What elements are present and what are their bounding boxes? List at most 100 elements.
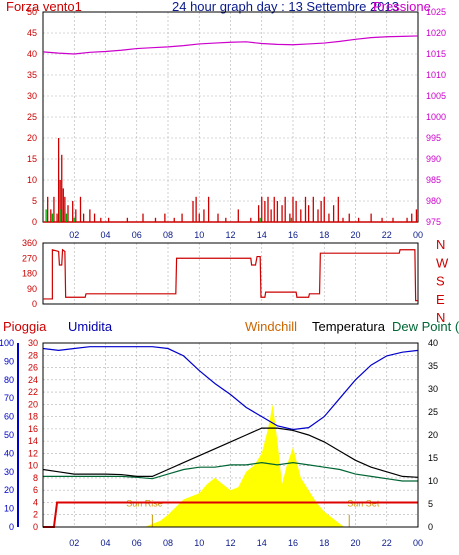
temperature-tick-label: 40 <box>428 338 438 348</box>
compass-label: N <box>436 237 445 252</box>
wind-tick-label: 45 <box>27 28 37 38</box>
temperature-tick-label: 20 <box>428 430 438 440</box>
wind-tick-label: 50 <box>27 7 37 17</box>
wind-tick-label: 0 <box>32 217 37 227</box>
dewpoint-legend: Dew Point (°C <box>392 319 459 334</box>
pressure-tick-label: 980 <box>426 196 441 206</box>
x-tick-label: 14 <box>257 538 267 548</box>
humidity-tick-label: 0 <box>9 522 14 532</box>
rain-tick-label: 26 <box>28 363 38 373</box>
pressure-axis-label: Pressione <box>373 0 431 14</box>
rain-tick-label: 2 <box>33 510 38 520</box>
direction-tick-label: 270 <box>22 253 37 263</box>
humidity-tick-label: 40 <box>4 448 14 458</box>
pressure-tick-label: 975 <box>426 217 441 227</box>
wind-tick-label: 20 <box>27 133 37 143</box>
direction-tick-label: 180 <box>22 269 37 279</box>
temperature-tick-label: 10 <box>428 476 438 486</box>
x-tick-label: 22 <box>382 230 392 240</box>
wind-direction-line <box>43 248 418 302</box>
x-tick-label: 16 <box>288 538 298 548</box>
humidity-tick-label: 70 <box>4 393 14 403</box>
wind-tick-label: 25 <box>27 112 37 122</box>
rain-tick-label: 8 <box>33 473 38 483</box>
humidity-tick-label: 60 <box>4 412 14 422</box>
humidity-tick-label: 80 <box>4 375 14 385</box>
rain-tick-label: 0 <box>33 522 38 532</box>
temperature-tick-label: 35 <box>428 361 438 371</box>
x-tick-label: 12 <box>225 538 235 548</box>
windchill-legend: Windchill <box>245 319 297 334</box>
humidity-line <box>42 346 419 431</box>
rain-tick-label: 10 <box>28 461 38 471</box>
x-tick-label: 00 <box>413 230 423 240</box>
x-tick-label: 20 <box>350 230 360 240</box>
x-tick-label: 08 <box>163 538 173 548</box>
x-tick-label: 06 <box>132 538 142 548</box>
wind-tick-label: 40 <box>27 49 37 59</box>
x-tick-label: 08 <box>163 230 173 240</box>
humidity-tick-label: 90 <box>4 356 14 366</box>
direction-tick-label: 360 <box>22 238 37 248</box>
rain-tick-label: 4 <box>33 497 38 507</box>
rain-tick-label: 14 <box>28 436 38 446</box>
rain-tick-label: 24 <box>28 375 38 385</box>
temperature-legend: Temperatura <box>312 319 386 334</box>
wind-tick-label: 10 <box>27 175 37 185</box>
x-tick-label: 04 <box>100 538 110 548</box>
pressure-tick-label: 1005 <box>426 91 446 101</box>
x-tick-label: 18 <box>319 230 329 240</box>
pressure-line <box>42 35 419 55</box>
pressure-tick-label: 990 <box>426 154 441 164</box>
rain-tick-label: 12 <box>28 448 38 458</box>
humidity-tick-label: 10 <box>4 504 14 514</box>
rain-tick-label: 6 <box>33 485 38 495</box>
temperature-line <box>42 427 419 478</box>
pressure-tick-label: 985 <box>426 175 441 185</box>
wind-tick-label: 30 <box>27 91 37 101</box>
pressure-tick-label: 1000 <box>426 112 446 122</box>
temperature-tick-label: 30 <box>428 384 438 394</box>
pressure-tick-label: 995 <box>426 133 441 143</box>
x-tick-label: 10 <box>194 230 204 240</box>
x-tick-label: 16 <box>288 230 298 240</box>
rain-legend: Pioggia <box>3 319 47 334</box>
humidity-tick-label: 50 <box>4 430 14 440</box>
chart-title: 24 hour graph day : 13 Settembre 2013 <box>172 0 399 14</box>
temperature-tick-label: 25 <box>428 407 438 417</box>
dewpoint-line <box>43 461 418 482</box>
rain-tick-label: 18 <box>28 412 38 422</box>
temperature-humidity-panel: 0102030405060708090100024681012141618202… <box>0 338 438 548</box>
pressure-tick-label: 1010 <box>426 70 446 80</box>
compass-label: W <box>436 255 449 270</box>
direction-tick-label: 90 <box>27 284 37 294</box>
pressure-tick-label: 1015 <box>426 49 446 59</box>
x-tick-label: 22 <box>382 538 392 548</box>
x-tick-label: 04 <box>100 230 110 240</box>
compass-label: N <box>436 310 445 325</box>
compass-label: S <box>436 274 445 289</box>
humidity-tick-label: 100 <box>0 338 14 348</box>
x-tick-label: 10 <box>194 538 204 548</box>
rain-tick-label: 16 <box>28 424 38 434</box>
pressure-tick-label: 1020 <box>426 28 446 38</box>
pressure-tick-label: 1025 <box>426 7 446 17</box>
x-tick-label: 18 <box>319 538 329 548</box>
humidity-legend: Umidita <box>68 319 113 334</box>
x-tick-label: 12 <box>225 230 235 240</box>
rain-tick-label: 30 <box>28 338 38 348</box>
direction-tick-label: 0 <box>32 299 37 309</box>
temperature-tick-label: 5 <box>428 499 433 509</box>
x-tick-label: 00 <box>413 538 423 548</box>
rain-tick-label: 20 <box>28 399 38 409</box>
x-tick-label: 02 <box>69 538 79 548</box>
rain-tick-label: 28 <box>28 350 38 360</box>
wind-tick-label: 15 <box>27 154 37 164</box>
compass-label: E <box>436 292 445 307</box>
x-tick-label: 02 <box>69 230 79 240</box>
wind-axis-label: Forza vento1 <box>6 0 82 14</box>
temperature-tick-label: 0 <box>428 522 433 532</box>
wind-pressure-panel: 0510152025303540455097598098599099510001… <box>27 7 446 240</box>
